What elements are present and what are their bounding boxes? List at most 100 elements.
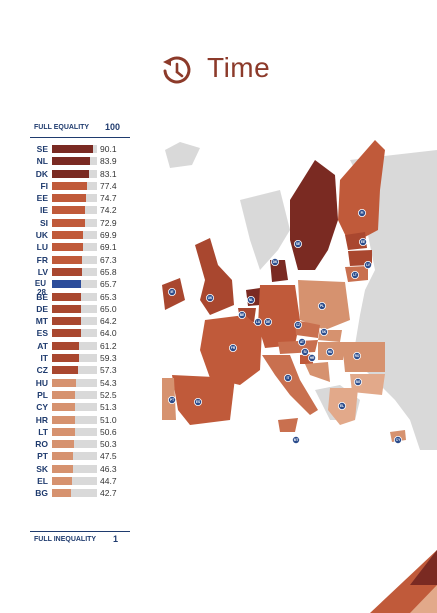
map-marker [293,320,302,329]
bar-value-label: 72.9 [100,217,117,228]
bar-row: HR 51.0 [30,414,130,426]
map-marker [167,287,176,296]
map-marker [325,347,334,356]
map-marker [358,238,367,247]
map-marker-label: LT [353,273,357,277]
map-region-uk [195,238,234,315]
map-marker [254,317,263,326]
map-region-es [172,375,235,425]
bar-row: EL 44.7 [30,475,130,487]
bar-track [52,354,97,363]
map-marker-label: HR [310,356,315,360]
map-region-se [290,160,338,270]
map-marker-label: FI [361,211,364,215]
bar-category-label: LT [38,426,48,437]
bar-category-label: SE [36,144,48,154]
country-markers: SE FI EE LV LT DK NL UK IE BE LU DE PL CZ SK AT HU SI HR RO… [167,209,402,444]
map-marker-label: IT [287,376,290,380]
bar-row: UK 69.9 [30,229,130,241]
bar-track [52,181,97,190]
bar-row: CY 51.3 [30,401,130,413]
map-marker [337,401,346,410]
full-inequality-value: 1 [112,534,118,544]
map-marker [297,337,306,346]
bar-value-label: 65.7 [100,279,117,290]
bar [52,181,87,190]
bar-category-label: MT [35,316,48,327]
full-equality-label: FULL EQUALITY [34,124,90,131]
bar-track [52,341,97,350]
map-region-hr [305,362,330,382]
bar-value-label: 51.3 [100,402,117,413]
bar-track [52,427,97,436]
map-marker [194,397,203,406]
bar-category-label: UK [35,230,48,241]
bar [52,440,75,449]
bar [52,280,82,289]
bar-track [52,157,97,166]
scale-top: FULL EQUALITY 100 [34,122,130,136]
bar-category-label: FR [36,254,48,265]
bar-row: NL 83.9 [30,155,130,167]
map-marker [264,317,273,326]
bar-category-label: AT [37,340,48,351]
bar [52,452,74,461]
bar-value-label: 69.9 [100,230,117,241]
bar [52,194,86,203]
page-header: Time [0,52,437,88]
scale-top-rule [30,137,130,138]
bar-track [52,231,97,240]
full-inequality-label: FULL INEQUALITY [34,536,97,543]
map-marker [283,373,292,382]
bar [52,427,75,436]
bar-track [52,169,97,178]
map-marker [357,209,366,218]
map-marker-label: BG [356,380,361,384]
bar-category-label: CZ [36,365,48,376]
bar-category-label: BG [35,488,48,499]
bar-track [52,218,97,227]
bar-category-label: IT [40,353,48,364]
bar-track [52,292,97,301]
bar-value-label: 44.7 [100,476,117,487]
bar-category-label: EL [37,476,48,487]
map-marker [352,351,361,360]
bar-value-label: 42.7 [100,488,117,499]
clock-arrow-icon [163,56,191,84]
bar [52,354,79,363]
map-marker [353,377,362,386]
bar-value-label: 74.2 [100,205,117,216]
map-marker-label: HU [328,350,333,354]
bar-row: CZ 57.3 [30,364,130,376]
bar-track [52,378,97,387]
bar-category-label: RO [35,439,48,450]
bar-category-label: CY [36,402,48,413]
bar-row: SE 90.1 [30,143,130,155]
bar-value-label: 65.3 [100,291,117,302]
map-marker-label: NL [249,298,253,302]
bar-track [52,206,97,215]
bar-value-label: 52.5 [100,389,117,400]
bar-track [52,452,97,461]
map-marker-label: CY [396,438,401,442]
bar-value-label: 57.3 [100,365,117,376]
bar [52,304,82,313]
map-marker-label: SK [322,330,327,334]
bar-track [52,317,97,326]
bar-track [52,403,97,412]
bar [52,317,81,326]
bar-row: LT 50.6 [30,426,130,438]
map-marker-label: IE [170,290,173,294]
bar-row: BE 65.3 [30,291,130,303]
bar-row: PL 52.5 [30,389,130,401]
map-marker [363,260,372,269]
bar [52,489,71,498]
bar-value-label: 90.1 [100,144,117,154]
corner-decoration [370,550,437,613]
bar-track [52,390,97,399]
map-marker [291,435,300,444]
map-marker-label: LU [256,320,261,324]
bar [52,341,80,350]
map-region-fi [338,140,385,245]
map-marker [206,293,215,302]
